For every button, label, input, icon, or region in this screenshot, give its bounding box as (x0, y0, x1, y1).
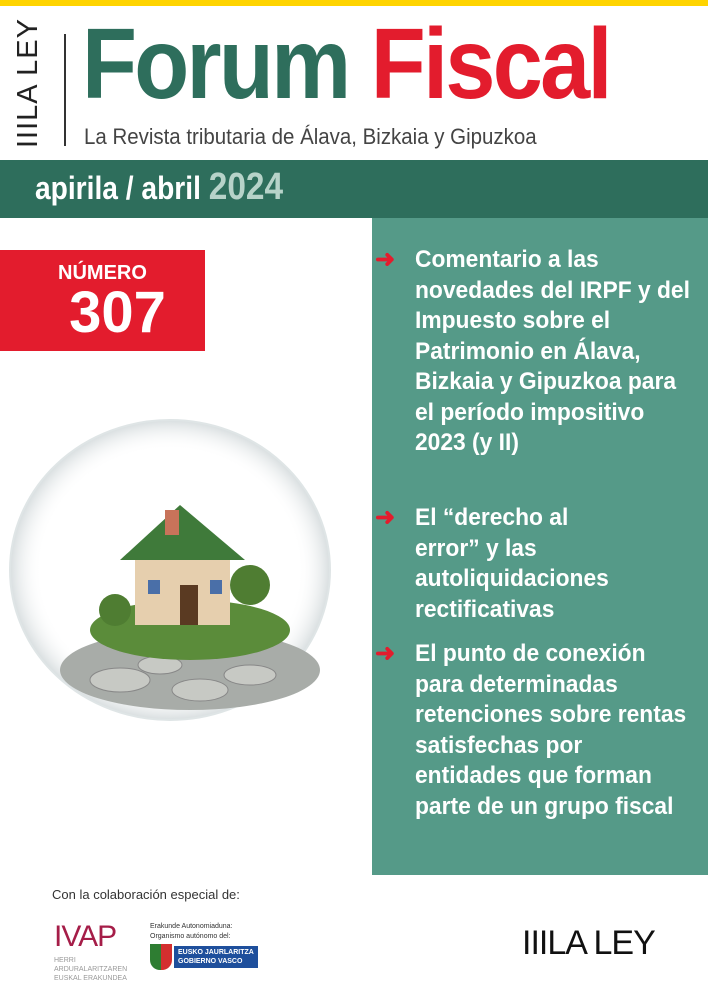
top-yellow-bar (0, 0, 708, 6)
cover-photo-house-in-jar (9, 419, 331, 721)
title-forum: Forum (82, 8, 351, 120)
ivap-logo: IVAP (54, 920, 117, 953)
arrow-right-icon: ➜ (375, 246, 396, 273)
la-ley-vertical-logo: IIILA LEY (12, 18, 44, 148)
organismo-label: Organismo autónomo del: (150, 933, 231, 940)
erakunde-label: Erakunde Autonomiaduna: (150, 923, 233, 930)
gv-line-1: EUSKO JAURLARITZA (178, 949, 254, 956)
content-item-text: El “derecho al error” y las autoliquidac… (415, 504, 609, 623)
contents-panel (372, 218, 708, 875)
date-band (0, 160, 708, 218)
content-item-text: Comentario a las novedades del IRPF y de… (415, 246, 690, 456)
gv-line-2: GOBIERNO VASCO (178, 958, 243, 965)
gobierno-vasco-logo: EUSKO JAURLARITZA GOBIERNO VASCO (150, 944, 258, 970)
subtitle: La Revista tributaria de Álava, Bizkaia … (84, 124, 537, 149)
magazine-title: Forum Fiscal (82, 14, 612, 114)
content-item-1[interactable]: ➜ Comentario a las novedades del IRPF y d… (375, 245, 705, 459)
ivap-subtitle: HERRI ARDURALARITZAREN EUSKAL ERAKUNDEA (54, 957, 128, 982)
issue-date: apirila / abril 2024 (35, 166, 283, 209)
number-label: NÚMERO (58, 262, 147, 284)
arrow-right-icon: ➜ (375, 640, 396, 667)
content-item-text: El punto de conexión para determinadas r… (415, 640, 687, 820)
issue-number-box: NÚMERO 307 (0, 250, 205, 351)
issue-year: 2024 (208, 166, 284, 208)
collaboration-label: Con la colaboración especial de: (52, 887, 240, 902)
la-ley-logo: IIILA LEY (522, 924, 656, 962)
divider (64, 34, 66, 146)
content-item-2[interactable]: ➜ El “derecho al error” y las autoliquida… (375, 503, 635, 625)
arrow-right-icon: ➜ (375, 504, 396, 531)
issue-month: apirila / abril (35, 170, 201, 206)
content-item-3[interactable]: ➜ El punto de conexión para determinadas … (375, 639, 705, 822)
erakunde-text: Erakunde Autonomiaduna: Organismo autónom… (150, 922, 233, 942)
basque-shield-icon (150, 944, 172, 970)
issue-number: 307 (69, 280, 166, 345)
title-fiscal: Fiscal (370, 8, 613, 120)
